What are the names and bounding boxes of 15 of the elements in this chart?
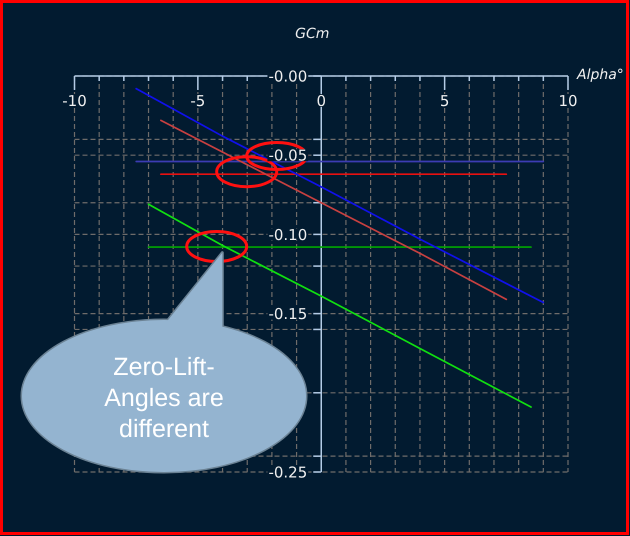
x-tick-label: -5 <box>190 92 206 110</box>
line-series <box>160 120 508 300</box>
y-tick-label: -0.10 <box>268 226 308 244</box>
x-tick-label: -10 <box>62 92 87 110</box>
y-tick-label: -0.00 <box>268 67 308 86</box>
y-tick-label: -0.05 <box>268 146 308 165</box>
y-tick-label: -0.15 <box>268 305 308 323</box>
x-tick-label: 5 <box>440 92 450 110</box>
line-series <box>135 88 544 304</box>
x-tick-label: 0 <box>316 92 326 110</box>
y-axis-title: GCm <box>295 26 330 42</box>
annotation: Zero-Lift-Angles are different <box>104 353 224 443</box>
x-tick-label: 10 <box>558 92 578 110</box>
x-axis-title: Alpha° <box>576 67 624 83</box>
y-tick-label: -0.25 <box>268 463 308 482</box>
